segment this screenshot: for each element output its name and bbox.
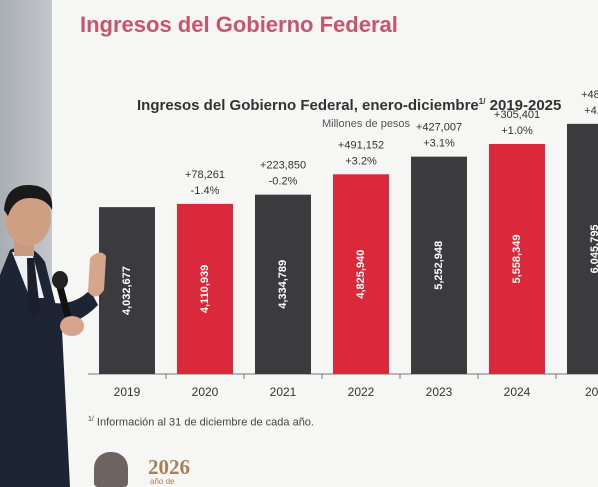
presenter-tie	[27, 258, 40, 318]
bar-2020	[177, 203, 233, 374]
x-tick-label: 2019	[114, 385, 141, 399]
change-absolute-label: +487,	[581, 89, 598, 101]
change-percent-label: +4.8	[584, 105, 598, 117]
logo-subtitle: año de	[150, 477, 175, 486]
bar-value-label: 4,110,939	[199, 265, 211, 313]
change-absolute-label: +491,152	[338, 139, 384, 151]
x-tick-label: 2020	[192, 385, 219, 399]
bar-value-label: 4,334,789	[277, 260, 289, 309]
chart-title: Ingresos del Gobierno Federal, enero-dic…	[137, 97, 561, 114]
change-percent-label: +3.1%	[423, 138, 455, 150]
bar-2024	[489, 144, 545, 374]
presenter-hand	[88, 252, 106, 297]
bar-value-label: 4,032,677	[121, 266, 133, 315]
presenter-head	[5, 190, 51, 246]
microphone-icon	[55, 280, 72, 320]
footnote: 1/ Información al 31 de diciembre de cad…	[88, 416, 314, 429]
presentation-screen: Ingresos del Gobierno Federal Ingresos d…	[52, 0, 598, 487]
change-absolute-label: +305,401	[494, 109, 540, 121]
microphone-head	[52, 271, 68, 289]
change-percent-label: +3.2%	[345, 155, 377, 167]
bar-2021	[255, 194, 311, 374]
bar-value-label: 5,252,948	[433, 241, 445, 290]
footnote-marker: 1/	[88, 416, 94, 423]
bar-value-label: 5,558,349	[511, 235, 523, 284]
bar-2019	[99, 207, 155, 374]
presenter-hair	[4, 184, 53, 216]
slide-heading: Ingresos del Gobierno Federal	[80, 12, 398, 37]
change-absolute-label: +223,850	[260, 160, 306, 172]
logo-year: 2026	[148, 455, 190, 479]
x-tick-label: 2024	[504, 385, 531, 399]
chart-title-years: 2019-2025	[489, 97, 562, 114]
change-absolute-label: +427,007	[416, 122, 462, 134]
bar-2023	[411, 156, 467, 374]
bar-value-label: 4,825,940	[355, 250, 367, 299]
x-tick-label: 202	[585, 385, 598, 399]
presenter-figure	[0, 184, 106, 487]
chart-title-text: Ingresos del Gobierno Federal, enero-dic…	[137, 97, 479, 114]
footnote-text: Información al 31 de diciembre de cada a…	[96, 416, 314, 429]
bar-2022	[333, 174, 389, 374]
government-logo: 2026 año de	[94, 450, 214, 487]
change-percent-label: -1.4%	[191, 185, 220, 197]
x-tick-label: 2023	[426, 385, 453, 399]
portrait-icon	[94, 452, 128, 487]
bar-value-label: 6,045,795	[589, 224, 598, 273]
bar-2025	[567, 123, 598, 374]
chart-title-note: 1/	[478, 97, 486, 106]
bar-chart: 4,032,677 2019 4,110,939 2020 +78,261 -1.4% 4,…	[88, 89, 598, 399]
change-absolute-label: +78,261	[185, 169, 225, 181]
presenter-other-hand	[60, 316, 84, 336]
change-percent-label: -0.2%	[269, 176, 298, 188]
x-tick-label: 2021	[270, 385, 297, 399]
change-percent-label: +1.0%	[501, 125, 533, 137]
x-tick-label: 2022	[348, 385, 375, 399]
chart-subtitle: Millones de pesos	[322, 118, 411, 130]
